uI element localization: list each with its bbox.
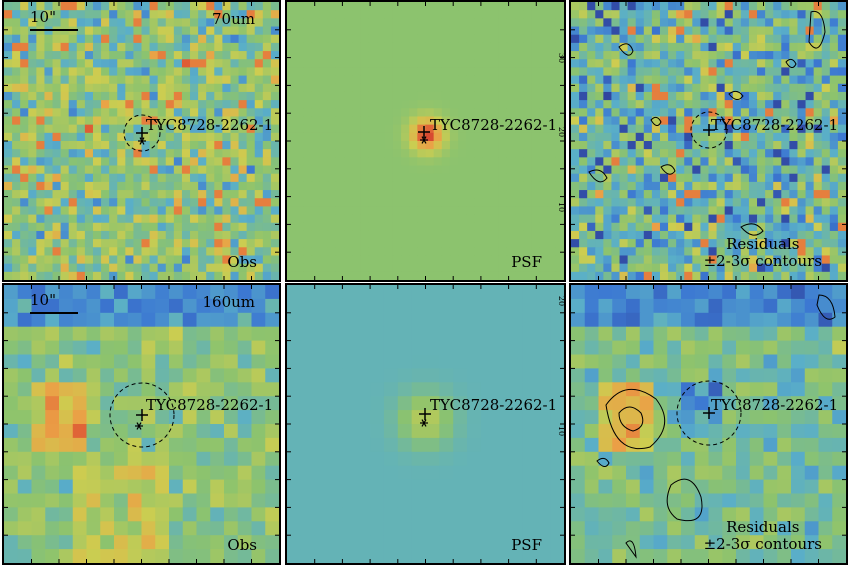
target-label: TYC8728-2262-1 (430, 116, 558, 134)
obs-160-map (4, 285, 279, 563)
psf-160-map (287, 285, 564, 563)
residual-70-panel: Residuals ±2-3σ contours TYC8728-2262-1 (569, 0, 848, 282)
target-label: TYC8728-2262-1 (146, 396, 274, 414)
obs-70-map (4, 2, 279, 280)
band-label-160: 160um (202, 293, 255, 311)
band-label-70: 70um (212, 10, 255, 28)
psf-160-panel: PSF TYC8728-2262-1 20 10 (285, 283, 566, 565)
psf-70-panel: PSF TYC8728-2262-1 30 20 10 (285, 0, 566, 282)
psf-70-map (287, 2, 564, 280)
residuals-title: Residuals (726, 517, 800, 536)
contours-note: ±2-3σ contours (703, 251, 822, 270)
target-label: TYC8728-2262-1 (711, 116, 839, 134)
residual-160-panel: Residuals ±2-3σ contours TYC8728-2262-1 (569, 283, 848, 565)
contours-note: ±2-3σ contours (703, 534, 822, 553)
psf-label: PSF (511, 253, 542, 271)
target-label: TYC8728-2262-1 (711, 396, 839, 414)
residual-70-map (571, 2, 846, 280)
psf-label: PSF (511, 536, 542, 554)
residual-160-map (571, 285, 846, 563)
obs-label: Obs (227, 536, 257, 554)
scale-bar-label: 10" (30, 291, 56, 309)
obs-70-panel: 10" 70um Obs TYC8728-2262-1 (2, 0, 281, 282)
scale-bar-label: 10" (30, 8, 56, 26)
residuals-label: Residuals ±2-3σ contours (703, 234, 822, 271)
residuals-title: Residuals (726, 234, 800, 253)
target-label: TYC8728-2262-1 (430, 396, 558, 414)
obs-label: Obs (227, 253, 257, 271)
obs-160-panel: 10" 160um Obs TYC8728-2262-1 (2, 283, 281, 565)
target-label: TYC8728-2262-1 (146, 116, 274, 134)
residuals-label: Residuals ±2-3σ contours (703, 517, 822, 554)
